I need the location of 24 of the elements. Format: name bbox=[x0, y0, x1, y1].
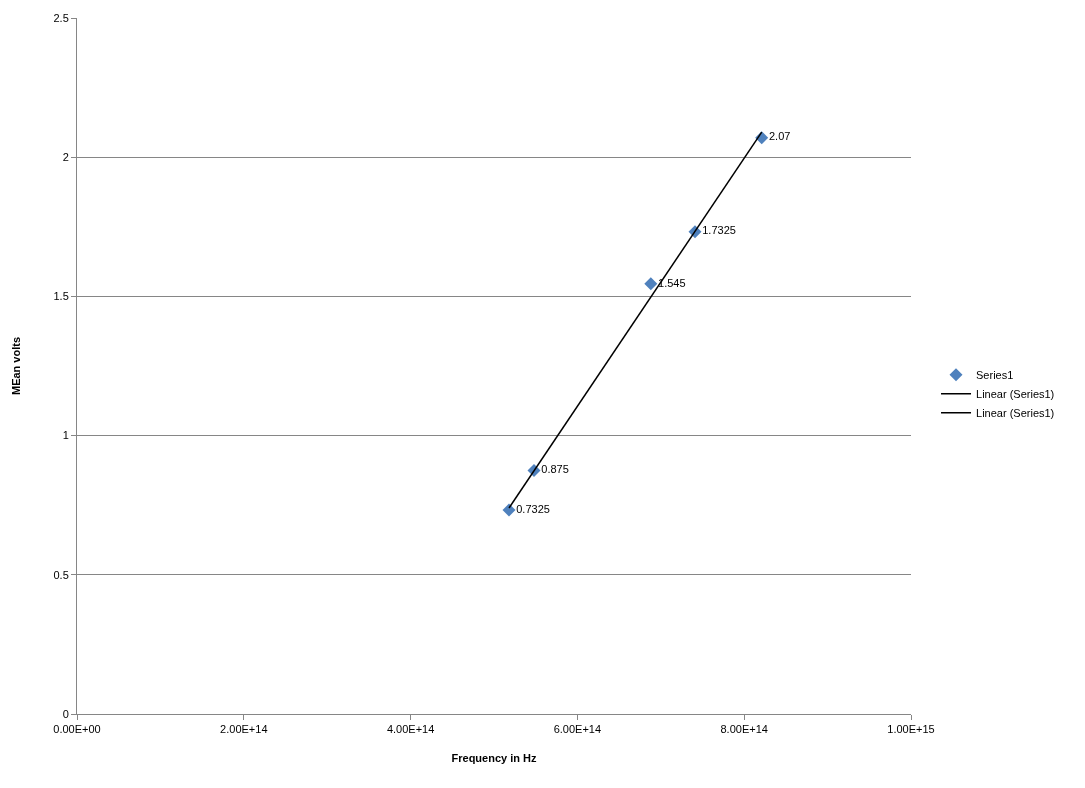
legend-label: Linear (Series1) bbox=[976, 388, 1055, 401]
point bbox=[502, 503, 516, 517]
x-axis-title: Frequency in Hz bbox=[451, 752, 537, 765]
y-tick-label: 1 bbox=[62, 429, 69, 442]
y-tick-label: 0 bbox=[62, 707, 69, 720]
x-tick-label: 2.00E+14 bbox=[220, 723, 268, 736]
x-tick-label: 1.00E+15 bbox=[887, 723, 935, 736]
y-tick-label: 2 bbox=[62, 151, 69, 164]
data-label: 2.07 bbox=[768, 130, 791, 143]
x-tick-label: 4.00E+14 bbox=[386, 723, 435, 736]
y-axis-title: MEan volts bbox=[10, 336, 23, 396]
legend-label: Series1 bbox=[976, 369, 1014, 382]
x-tick-label: 0.00E+00 bbox=[53, 723, 101, 736]
data-label: 1.545 bbox=[658, 276, 686, 289]
y-tick-label: 2.5 bbox=[53, 11, 69, 24]
x-tick-label: 6.00E+14 bbox=[553, 723, 602, 736]
point bbox=[644, 277, 658, 291]
data-label: 0.7325 bbox=[516, 502, 550, 515]
data-label: 1.7325 bbox=[702, 224, 736, 237]
x-tick-label: 8.00E+14 bbox=[720, 723, 768, 736]
legend-label: Linear (Series1) bbox=[976, 407, 1055, 420]
y-tick-label: 0.5 bbox=[53, 568, 69, 581]
data-label: 0.875 bbox=[541, 463, 569, 476]
y-tick-label: 1.5 bbox=[53, 290, 69, 303]
